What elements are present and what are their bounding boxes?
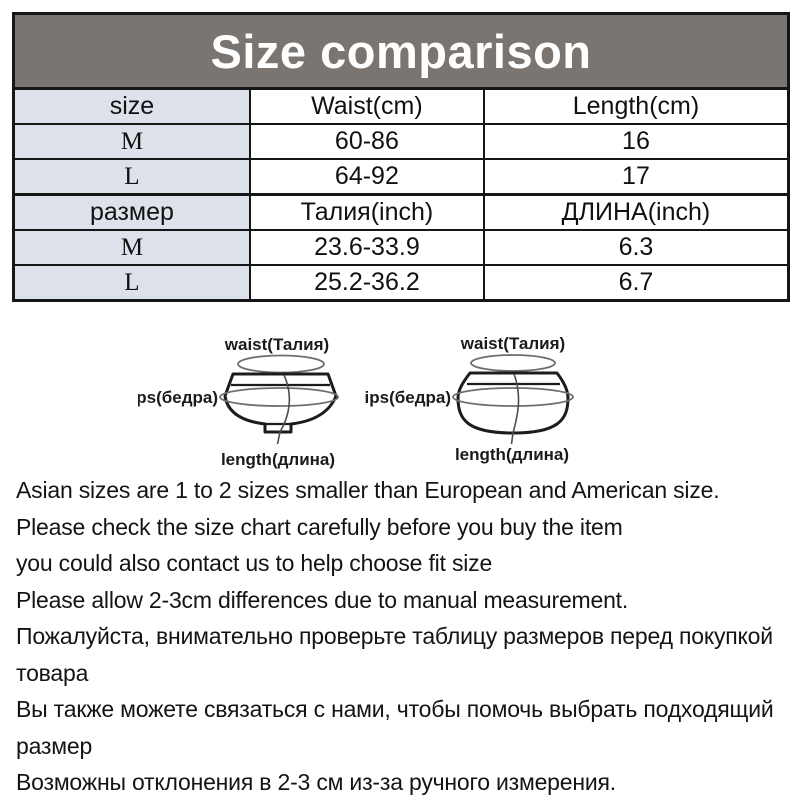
- waist-cell: 25.2-36.2: [248, 264, 485, 302]
- note-line: you could also contact us to help choose…: [16, 550, 493, 576]
- size-cell: L: [11, 158, 251, 196]
- length-cell: 17: [482, 158, 790, 196]
- col-header-size: size: [11, 87, 251, 125]
- note-line: Пожалуйста, внимательно проверьте таблиц…: [16, 623, 773, 686]
- length-measure-line-icon: [510, 373, 520, 445]
- table-row-cm-l: L 64-92 17: [11, 158, 790, 196]
- size-cell: M: [11, 229, 251, 266]
- waist-label: waist(Талия): [224, 335, 329, 354]
- length-cell: 6.3: [482, 229, 790, 266]
- length-cell: 16: [482, 123, 790, 160]
- shorts-outline-icon: [456, 371, 570, 435]
- length-measure-line-icon: [276, 374, 291, 445]
- hips-ellipse-icon: [219, 387, 339, 407]
- waist-ellipse-icon: [470, 354, 556, 372]
- inch-header-row: размер Талия(inch) ДЛИНА(inch): [11, 193, 790, 231]
- note-line: Asian sizes are 1 to 2 sizes smaller tha…: [16, 477, 720, 503]
- size-cell: M: [11, 123, 251, 160]
- table-row-cm-m: M 60-86 16: [11, 123, 790, 160]
- length-cell: 6.7: [482, 264, 790, 302]
- length-label: length(длина): [221, 450, 335, 469]
- waist-cell: 60-86: [248, 123, 485, 160]
- note-line: Please allow 2-3cm differences due to ma…: [16, 586, 629, 613]
- page-title: Size comparison: [12, 12, 790, 90]
- waist-cell: 64-92: [248, 158, 485, 196]
- hips-label: hips(бедра): [365, 388, 451, 407]
- col-header-length-cm: Length(cm): [482, 87, 790, 125]
- hips-label: hips(бедра): [138, 388, 218, 407]
- col-header-waist-cm: Waist(cm): [248, 87, 485, 125]
- size-cell: L: [11, 264, 251, 302]
- briefs-measure-diagram: waist(Талия) hips(бедра) length(длина): [138, 335, 339, 469]
- waist-cell: 23.6-33.9: [248, 229, 485, 266]
- waist-ellipse-icon: [237, 354, 325, 374]
- note-line: Возможны отклонения в 2-3 см из-за ручно…: [16, 769, 616, 795]
- size-comparison-table: Size comparison size Waist(cm) Length(cm…: [11, 12, 790, 302]
- length-label: length(длина): [455, 445, 569, 464]
- col-header-waist-inch: Талия(inch): [248, 193, 485, 231]
- note-line: Вы также можете связаться с нами, чтобы …: [16, 696, 774, 759]
- col-header-razmer: размер: [11, 193, 251, 231]
- cm-header-row: size Waist(cm) Length(cm): [11, 87, 790, 125]
- col-header-length-inch: ДЛИНА(inch): [482, 193, 790, 231]
- table-row-inch-l: L 25.2-36.2 6.7: [11, 264, 790, 302]
- banner-row: Size comparison: [12, 12, 790, 90]
- note-line: Please check the size chart carefully be…: [16, 513, 623, 540]
- measurement-diagrams: waist(Талия) hips(бедра) length(длина) w…: [0, 320, 800, 478]
- shorts-measure-diagram: waist(Талия) hips(бедра) length(длина): [365, 334, 574, 464]
- waist-label: waist(Талия): [460, 334, 565, 353]
- table-row-inch-m: M 23.6-33.9 6.3: [11, 229, 790, 266]
- size-notes: Asian sizes are 1 to 2 sizes smaller tha…: [16, 472, 792, 800]
- hips-ellipse-icon: [452, 387, 574, 407]
